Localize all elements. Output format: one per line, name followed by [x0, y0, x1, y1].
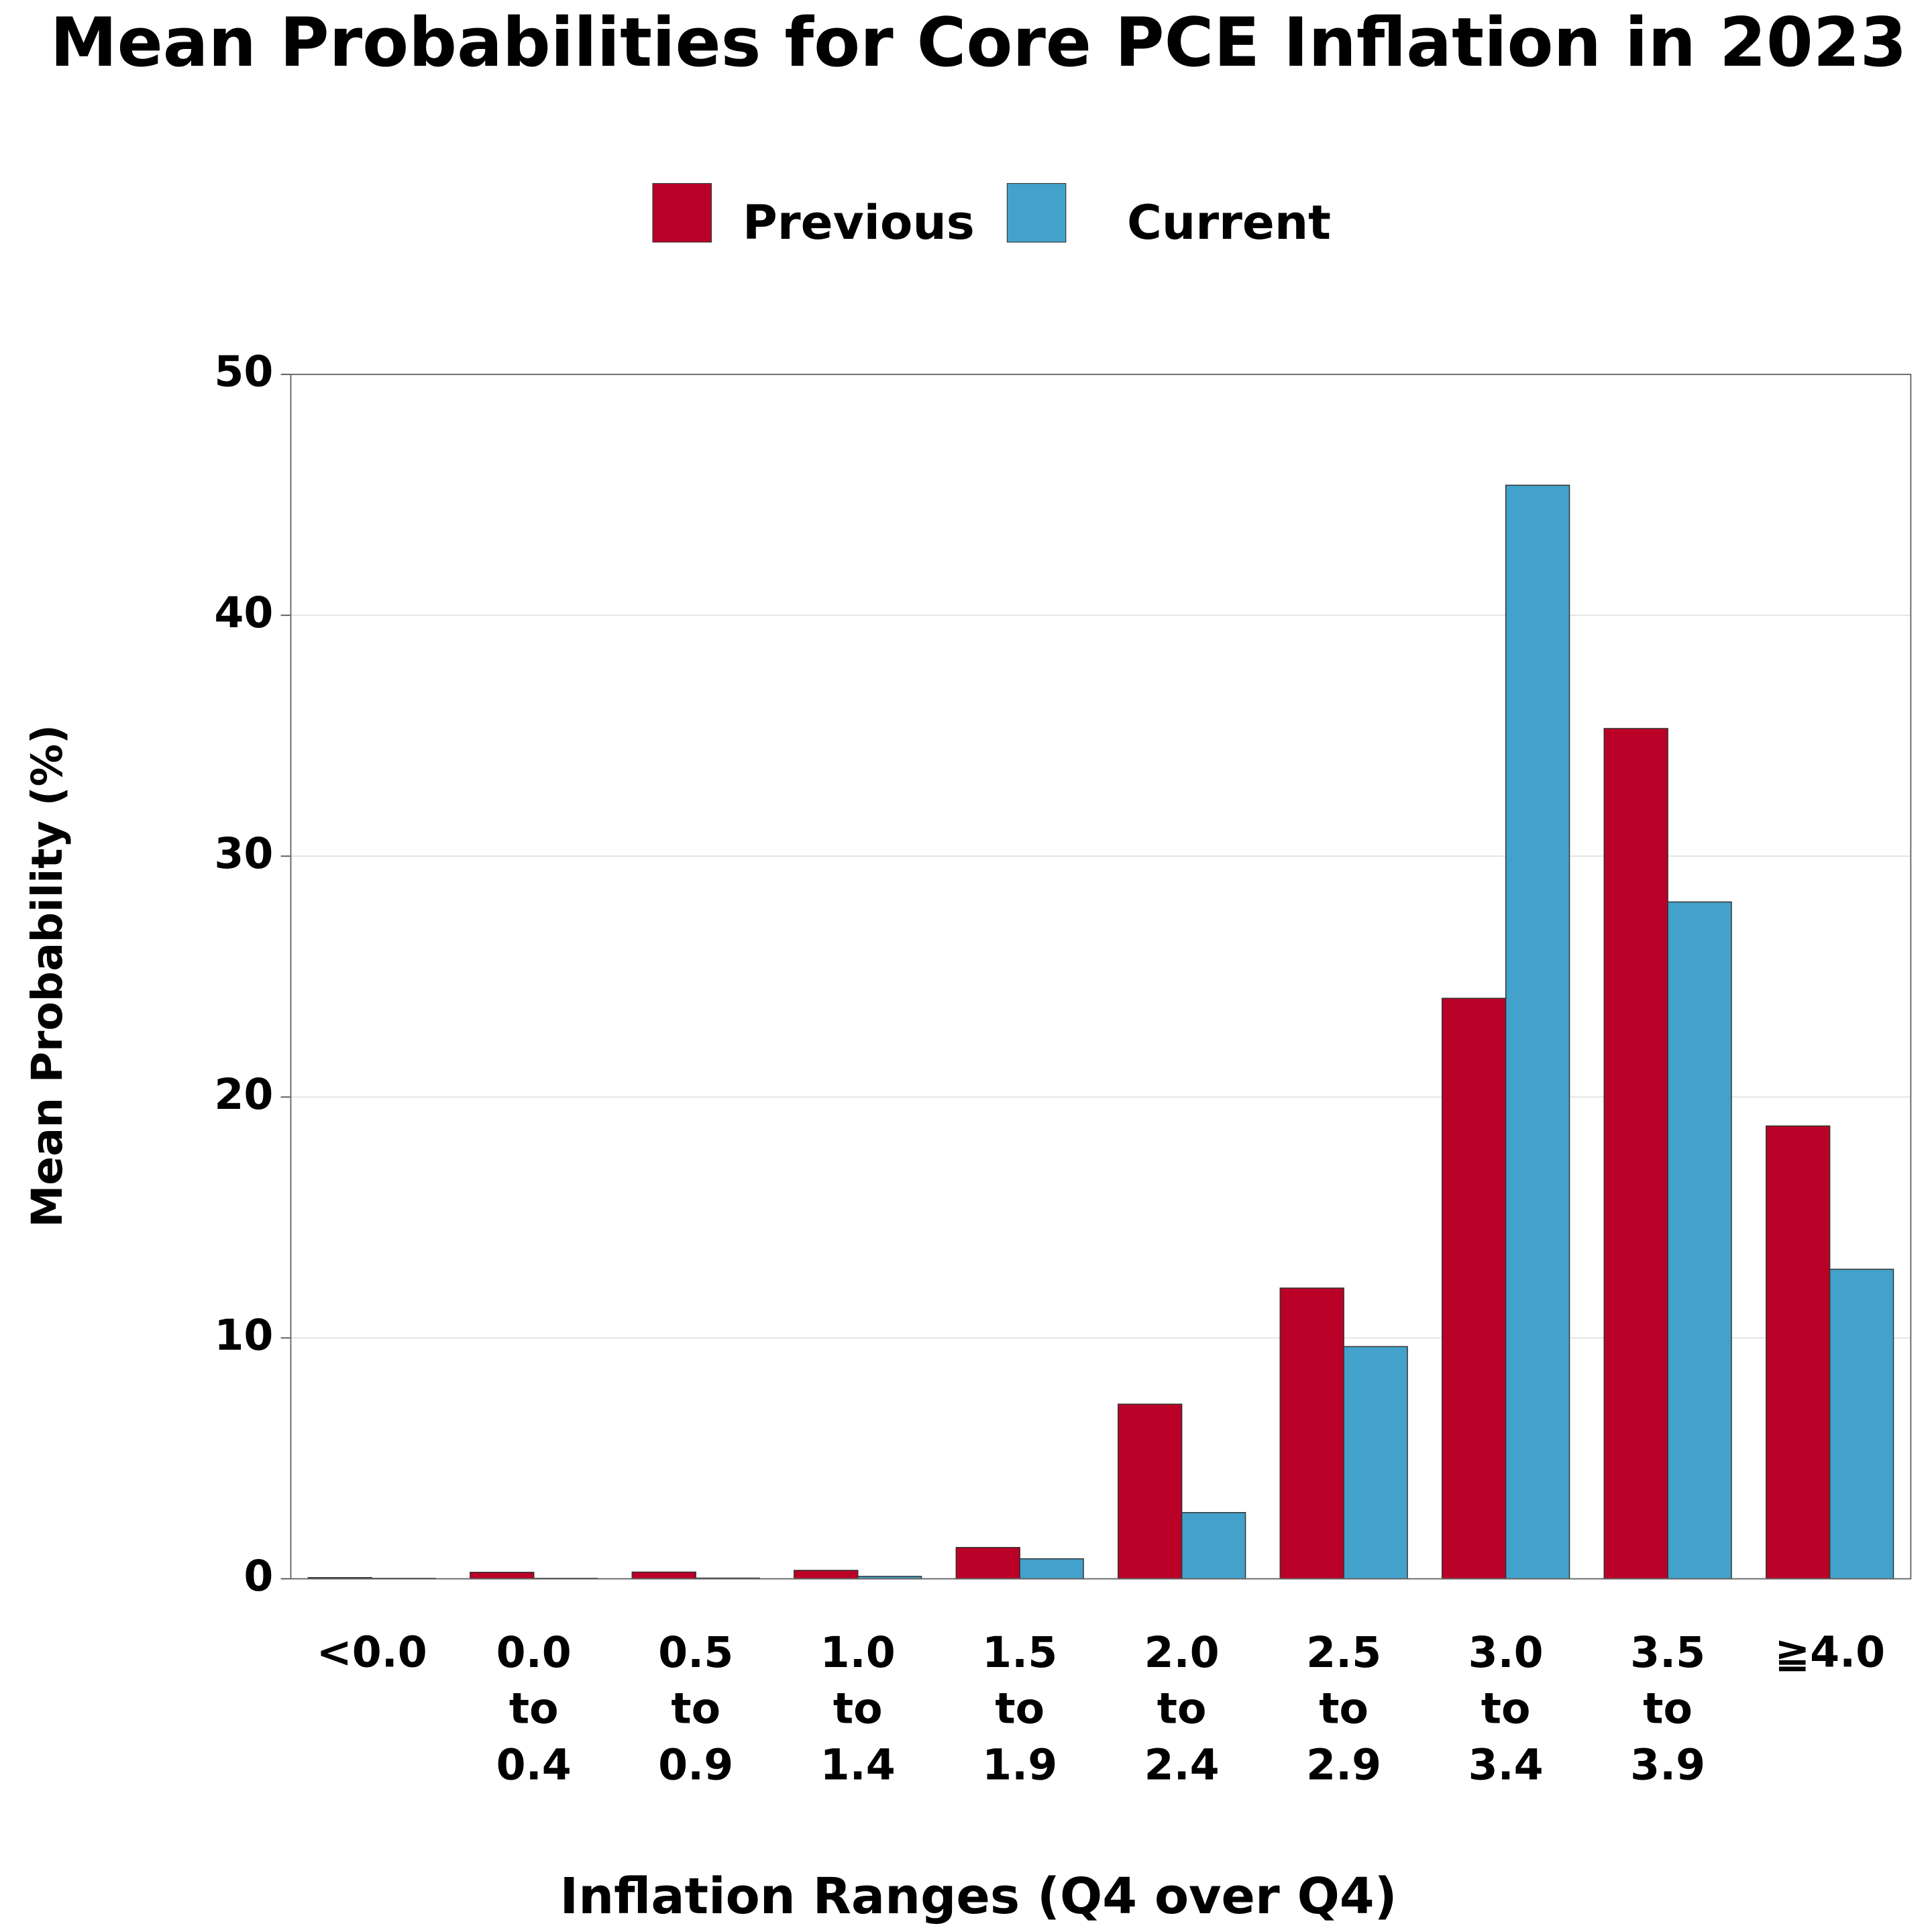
- x-tick-label-line: 0.4: [496, 1739, 572, 1789]
- x-tick-label-line: 1.4: [820, 1739, 896, 1789]
- y-tick-label: 50: [214, 347, 273, 396]
- x-tick-label: 3.0 to 3.4: [1468, 1627, 1544, 1789]
- bar: [1505, 484, 1570, 1580]
- bar: [1603, 728, 1668, 1580]
- x-tick-label-line: to: [1319, 1683, 1368, 1733]
- bar: [1181, 1512, 1246, 1580]
- legend-label: Previous: [743, 195, 975, 250]
- x-tick-label-line: 1.5: [982, 1627, 1057, 1677]
- chart-title: Mean Probabilities for Core PCE Inflatio…: [50, 3, 1907, 82]
- bar: [1442, 998, 1507, 1580]
- x-tick-label: 2.0 to 2.4: [1144, 1627, 1220, 1789]
- y-tick-label: 20: [214, 1069, 273, 1119]
- x-tick-label-line: 3.0: [1468, 1627, 1544, 1677]
- x-tick-label-line: to: [1481, 1683, 1531, 1733]
- legend-swatch: [1006, 182, 1067, 243]
- bar: [1829, 1269, 1894, 1580]
- x-tick-label-line: 2.0: [1144, 1627, 1220, 1677]
- x-tick-label-line: 2.4: [1144, 1739, 1220, 1789]
- x-tick-label: ≧4.0: [1774, 1627, 1885, 1677]
- x-tick-label-line: 0.9: [658, 1739, 733, 1789]
- bar: [1118, 1403, 1183, 1580]
- y-axis-title: Mean Probability (%): [22, 724, 72, 1228]
- legend-label: Current: [1127, 195, 1331, 250]
- bar: [1765, 1125, 1831, 1580]
- y-tick-label: 40: [214, 588, 273, 637]
- bar: [1343, 1346, 1408, 1580]
- x-tick-label-line: 1.9: [982, 1739, 1057, 1789]
- x-axis-title: Inflation Ranges (Q4 over Q4): [560, 1867, 1397, 1925]
- bar: [470, 1572, 535, 1580]
- x-tick-label-line: to: [671, 1683, 720, 1733]
- bar: [631, 1571, 696, 1580]
- bar: [1667, 901, 1732, 1580]
- legend-swatch: [652, 182, 712, 243]
- x-tick-label-line: to: [1157, 1683, 1207, 1733]
- plot-frame: [290, 374, 1912, 1580]
- bar: [955, 1547, 1020, 1580]
- x-tick-label-line: 1.0: [820, 1627, 896, 1677]
- x-tick-label: 1.0 to 1.4: [820, 1627, 896, 1789]
- bar: [1279, 1287, 1344, 1580]
- x-tick-label-line: 2.5: [1306, 1627, 1381, 1677]
- x-tick-label: 2.5 to 2.9: [1306, 1627, 1381, 1789]
- x-tick-label-line: 3.5: [1630, 1627, 1705, 1677]
- x-tick-label-line: 0.5: [658, 1627, 733, 1677]
- x-tick-label-line: to: [509, 1683, 559, 1733]
- x-tick-label-line: to: [833, 1683, 883, 1733]
- x-tick-label: 0.5 to 0.9: [658, 1627, 733, 1789]
- x-tick-label: <0.0: [317, 1627, 427, 1677]
- y-tick-label: 0: [244, 1551, 273, 1601]
- x-tick-label-line: to: [995, 1683, 1044, 1733]
- y-tick-label: 10: [214, 1310, 273, 1360]
- x-tick-label: 0.0 to 0.4: [496, 1627, 572, 1789]
- y-tick-label: 30: [214, 828, 273, 878]
- bar: [794, 1570, 859, 1580]
- x-tick-label: 1.5 to 1.9: [982, 1627, 1057, 1789]
- x-tick-label: 3.5 to 3.9: [1630, 1627, 1705, 1789]
- bar: [1019, 1558, 1084, 1580]
- x-tick-label-line: 3.4: [1468, 1739, 1544, 1789]
- x-tick-label-line: 3.9: [1630, 1739, 1705, 1789]
- x-tick-label-line: 0.0: [496, 1627, 572, 1677]
- x-tick-label-line: 2.9: [1306, 1739, 1381, 1789]
- x-tick-label-line: to: [1643, 1683, 1693, 1733]
